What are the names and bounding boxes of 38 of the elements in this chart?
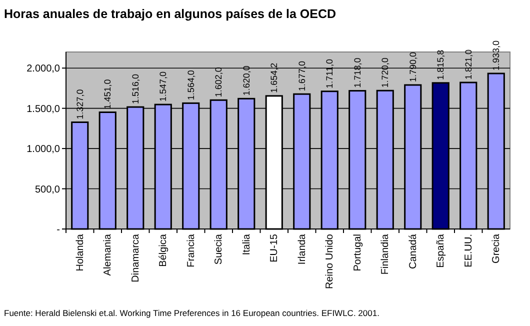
x-tick-label: Dinamarca	[130, 234, 142, 282]
data-label: 1.933,0	[491, 40, 502, 70]
data-label: 1.815,8	[436, 50, 446, 80]
data-label: 1.602,0	[214, 67, 224, 98]
x-tick-label: Italia	[241, 234, 252, 256]
data-label: 1.711,0	[324, 58, 335, 88]
data-label: 1.718,0	[352, 58, 362, 88]
data-label: 1.451,0	[102, 79, 113, 110]
x-tick-label: España	[436, 234, 447, 268]
y-tick-label: 1.000,0	[26, 144, 60, 156]
x-tick-label: Bélgica	[158, 234, 170, 267]
data-label: 1.654,2	[269, 62, 280, 93]
data-label: 1.327,0	[74, 89, 85, 120]
data-label: 1.620,0	[241, 66, 252, 96]
data-label: 1.720,0	[380, 58, 390, 88]
data-label: 1.516,0	[130, 74, 140, 104]
data-label: 1.547,0	[158, 72, 168, 102]
y-tick-label: -	[56, 224, 60, 236]
y-tick-label: 1.500,0	[26, 104, 60, 115]
x-tick-label: Irlanda	[296, 234, 308, 265]
y-tick-label: 500,0	[34, 184, 60, 196]
x-tick-label: EU-15	[269, 234, 280, 262]
data-label: 1.564,0	[186, 70, 196, 100]
x-tick-label: Alemania	[102, 234, 114, 276]
source-note: Fuente: Herald Bielenski et.al. Working Time Preferences in 16 European countries. EFIWLC. 2001.	[4, 308, 380, 318]
x-tick-label: Reino Unido	[324, 234, 336, 290]
x-tick-label: EE.UU.	[463, 234, 474, 268]
x-tick-label: Francia	[186, 234, 197, 268]
x-tick-label: Portugal	[352, 234, 364, 272]
data-label: 1.677,0	[296, 61, 307, 92]
x-tick-label: Finlandia	[380, 234, 392, 275]
chart-title: Horas anuales de trabajo en algunos países de la OECD	[4, 7, 336, 21]
x-tick-label: Holanda	[74, 234, 86, 272]
x-tick-label: Suecia	[214, 234, 225, 265]
data-label: 1.790,0	[408, 52, 418, 82]
x-tick-label: Grecia	[491, 234, 502, 264]
y-tick-label: 2.000,0	[26, 64, 60, 75]
x-tick-label: Canadá	[408, 234, 419, 270]
